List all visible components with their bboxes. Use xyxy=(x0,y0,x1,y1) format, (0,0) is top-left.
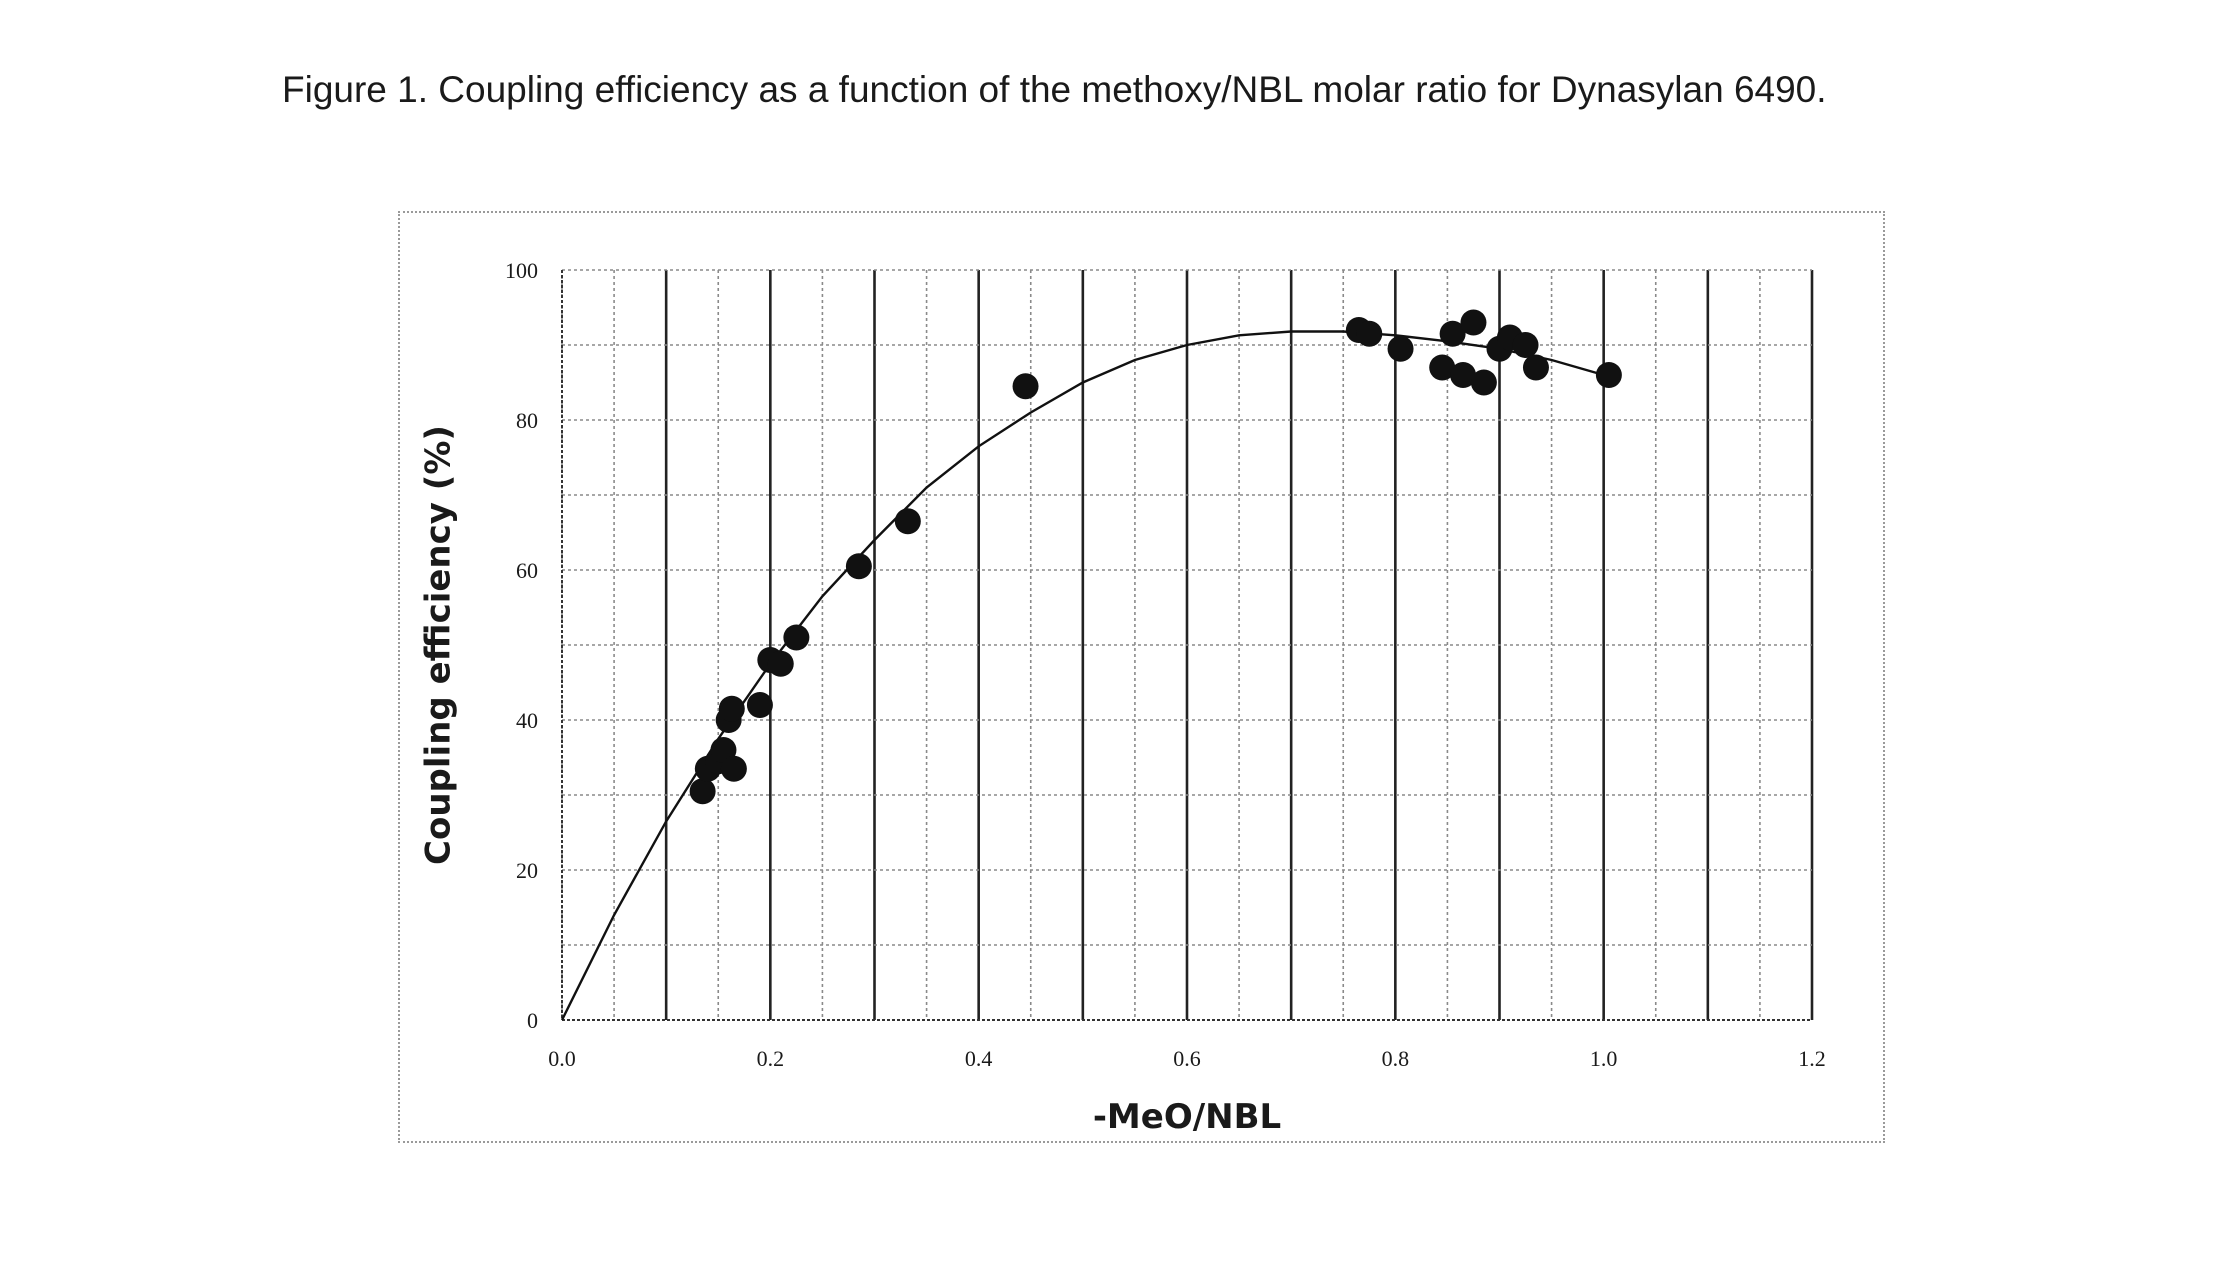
data-point xyxy=(767,650,794,677)
x-tick-label: 1.0 xyxy=(1590,1046,1618,1071)
data-point xyxy=(1470,369,1497,396)
data-points xyxy=(689,309,1622,805)
y-tick-label: 40 xyxy=(516,708,538,733)
grid xyxy=(561,269,1814,1020)
data-point xyxy=(1439,320,1466,347)
data-point xyxy=(845,553,872,580)
data-point xyxy=(1450,362,1477,388)
data-point xyxy=(1512,332,1539,358)
y-axis-title: Coupling efficiency (%) xyxy=(419,425,459,865)
y-tick-label: 60 xyxy=(516,558,538,583)
data-point xyxy=(1595,362,1622,388)
data-point xyxy=(1356,320,1383,347)
x-tick-label: 0.2 xyxy=(757,1046,785,1071)
data-point xyxy=(746,692,773,718)
x-tick-label: 0.6 xyxy=(1173,1046,1201,1071)
x-tick-label: 0.8 xyxy=(1382,1046,1410,1071)
data-point xyxy=(1387,335,1414,362)
axes xyxy=(561,270,1812,1021)
figure-frame xyxy=(398,211,1885,1143)
data-point xyxy=(783,624,810,651)
y-tick-label: 0 xyxy=(527,1008,538,1033)
data-point xyxy=(720,755,747,782)
figure-caption: Figure 1. Coupling efficiency as a funct… xyxy=(282,69,1827,110)
x-tick-label: 0.4 xyxy=(965,1046,993,1071)
data-point xyxy=(689,778,716,805)
data-point xyxy=(1522,354,1549,381)
y-tick-label: 20 xyxy=(516,858,538,883)
data-point xyxy=(718,695,745,722)
data-point xyxy=(1429,354,1456,381)
x-tick-label: 0.0 xyxy=(548,1046,576,1071)
tick-labels: 0.0 0.2 0.4 0.6 0.8 1.0 1.2 0 20 40 60 80 100 xyxy=(505,258,1826,1071)
x-axis-title: -MeO/NBL xyxy=(1093,1097,1281,1137)
data-point xyxy=(1012,373,1039,400)
x-tick-label: 1.2 xyxy=(1798,1046,1826,1071)
data-point xyxy=(894,508,921,535)
y-tick-label: 100 xyxy=(505,258,538,283)
y-tick-label: 80 xyxy=(516,408,538,433)
data-point xyxy=(1460,309,1487,336)
